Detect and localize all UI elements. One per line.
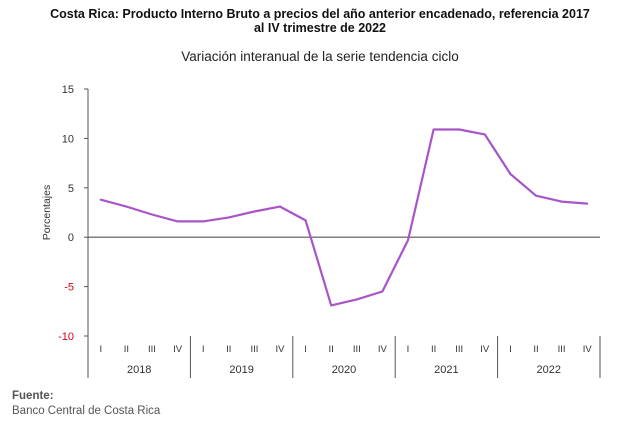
x-tick-label-quarter: I <box>304 344 307 355</box>
source-label: Fuente: <box>12 390 54 402</box>
x-tick-label-quarter: IV <box>173 344 183 355</box>
x-tick-label-quarter: IV <box>276 344 286 355</box>
source-value: Banco Central de Costa Rica <box>12 405 161 417</box>
x-tick-label-year: 2022 <box>537 364 561 376</box>
x-tick-label-quarter: II <box>124 344 129 355</box>
x-tick-label-quarter: I <box>407 344 410 355</box>
chart-title-line1: Costa Rica: Producto Interno Bruto a pre… <box>50 7 590 21</box>
x-tick-label-quarter: III <box>353 344 361 355</box>
x-tick-label-year: 2020 <box>332 364 356 376</box>
x-tick-label-quarter: III <box>558 344 566 355</box>
x-tick-label-quarter: III <box>148 344 156 355</box>
chart-subtitle: Variación interanual de la serie tendenc… <box>181 49 459 64</box>
x-tick-label-quarter: I <box>99 344 102 355</box>
x-tick-label-quarter: II <box>533 344 538 355</box>
x-tick-label-quarter: II <box>329 344 334 355</box>
chart-title: Costa Rica: Producto Interno Bruto a pre… <box>20 7 620 35</box>
x-tick-label-quarter: II <box>431 344 436 355</box>
x-tick-label-quarter: I <box>509 344 512 355</box>
x-tick-label-year: 2019 <box>229 364 253 376</box>
x-tick-label-quarter: III <box>250 344 258 355</box>
x-tick-label-quarter: IV <box>583 344 593 355</box>
series-line <box>99 128 589 307</box>
y-tick-label: 15 <box>62 84 74 96</box>
y-tick-label: -10 <box>58 331 74 343</box>
y-tick-label: -5 <box>64 282 74 294</box>
x-tick-label-quarter: IV <box>378 344 388 355</box>
x-tick-label-year: 2018 <box>127 364 151 376</box>
x-tick-label-quarter: III <box>455 344 463 355</box>
y-tick-label: 10 <box>62 133 74 145</box>
y-tick-label: 0 <box>68 232 74 244</box>
x-tick-label-quarter: IV <box>480 344 490 355</box>
x-tick-label-quarter: II <box>226 344 231 355</box>
x-tick-label-quarter: I <box>202 344 205 355</box>
chart-title-line2: al IV trimestre de 2022 <box>253 21 387 35</box>
y-tick-label: 5 <box>68 183 74 195</box>
y-axis-label: Porcentajes <box>41 185 53 240</box>
x-tick-label-year: 2021 <box>434 364 458 376</box>
